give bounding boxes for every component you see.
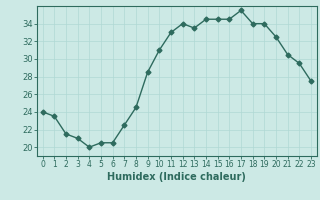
X-axis label: Humidex (Indice chaleur): Humidex (Indice chaleur) xyxy=(108,172,246,182)
